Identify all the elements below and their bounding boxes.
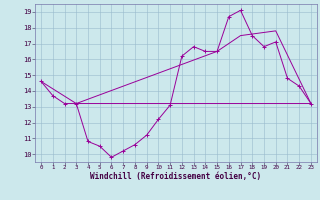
X-axis label: Windchill (Refroidissement éolien,°C): Windchill (Refroidissement éolien,°C) bbox=[91, 172, 261, 181]
